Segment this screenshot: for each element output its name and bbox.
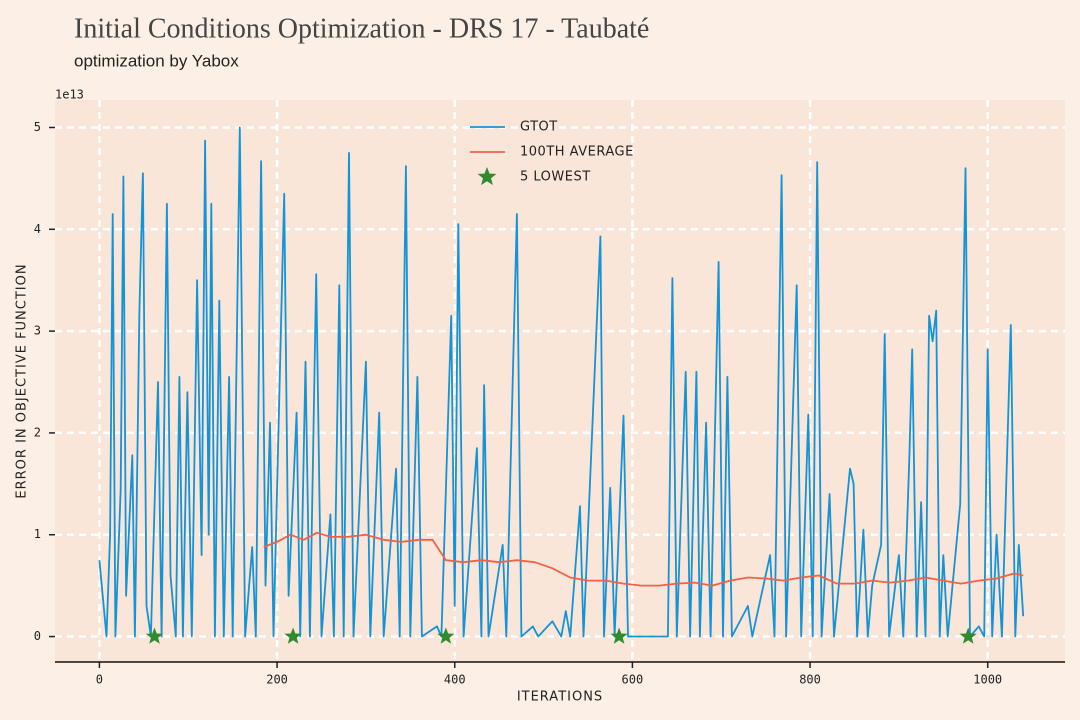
legend-label: GTOT <box>520 120 558 135</box>
legend-marker <box>477 167 497 186</box>
y-tick-label: 4 <box>34 222 41 236</box>
x-tick-label: 0 <box>96 673 103 687</box>
y-tick-label: 5 <box>34 120 41 134</box>
data-line <box>263 531 1024 587</box>
x-tick-label: 200 <box>266 673 288 687</box>
chart-subtitle: optimization by Yabox <box>74 51 239 70</box>
y-axis-label: ERROR IN OBJECTIVE FUNCTION <box>15 263 30 498</box>
y-offset-label: 1e13 <box>55 88 84 102</box>
x-tick-label: 600 <box>622 673 644 687</box>
legend-label: 5 LOWEST <box>520 170 591 185</box>
x-axis-label: ITERATIONS <box>517 690 603 705</box>
y-tick-label: 2 <box>34 425 41 439</box>
y-tick-label: 3 <box>34 324 41 338</box>
x-tick-label: 800 <box>799 673 821 687</box>
legend-label: 100TH AVERAGE <box>520 145 634 160</box>
star-marker <box>437 627 455 644</box>
x-tick-label: 1000 <box>973 673 1002 687</box>
star-marker <box>610 627 628 644</box>
star-marker <box>145 627 163 644</box>
data-line <box>98 126 1025 638</box>
y-tick-label: 0 <box>34 629 41 643</box>
chart-title: Initial Conditions Optimization - DRS 17… <box>74 13 649 44</box>
y-tick-label: 1 <box>34 527 41 541</box>
x-tick-label: 400 <box>444 673 466 687</box>
star-marker <box>284 627 302 644</box>
star-marker <box>959 627 977 644</box>
